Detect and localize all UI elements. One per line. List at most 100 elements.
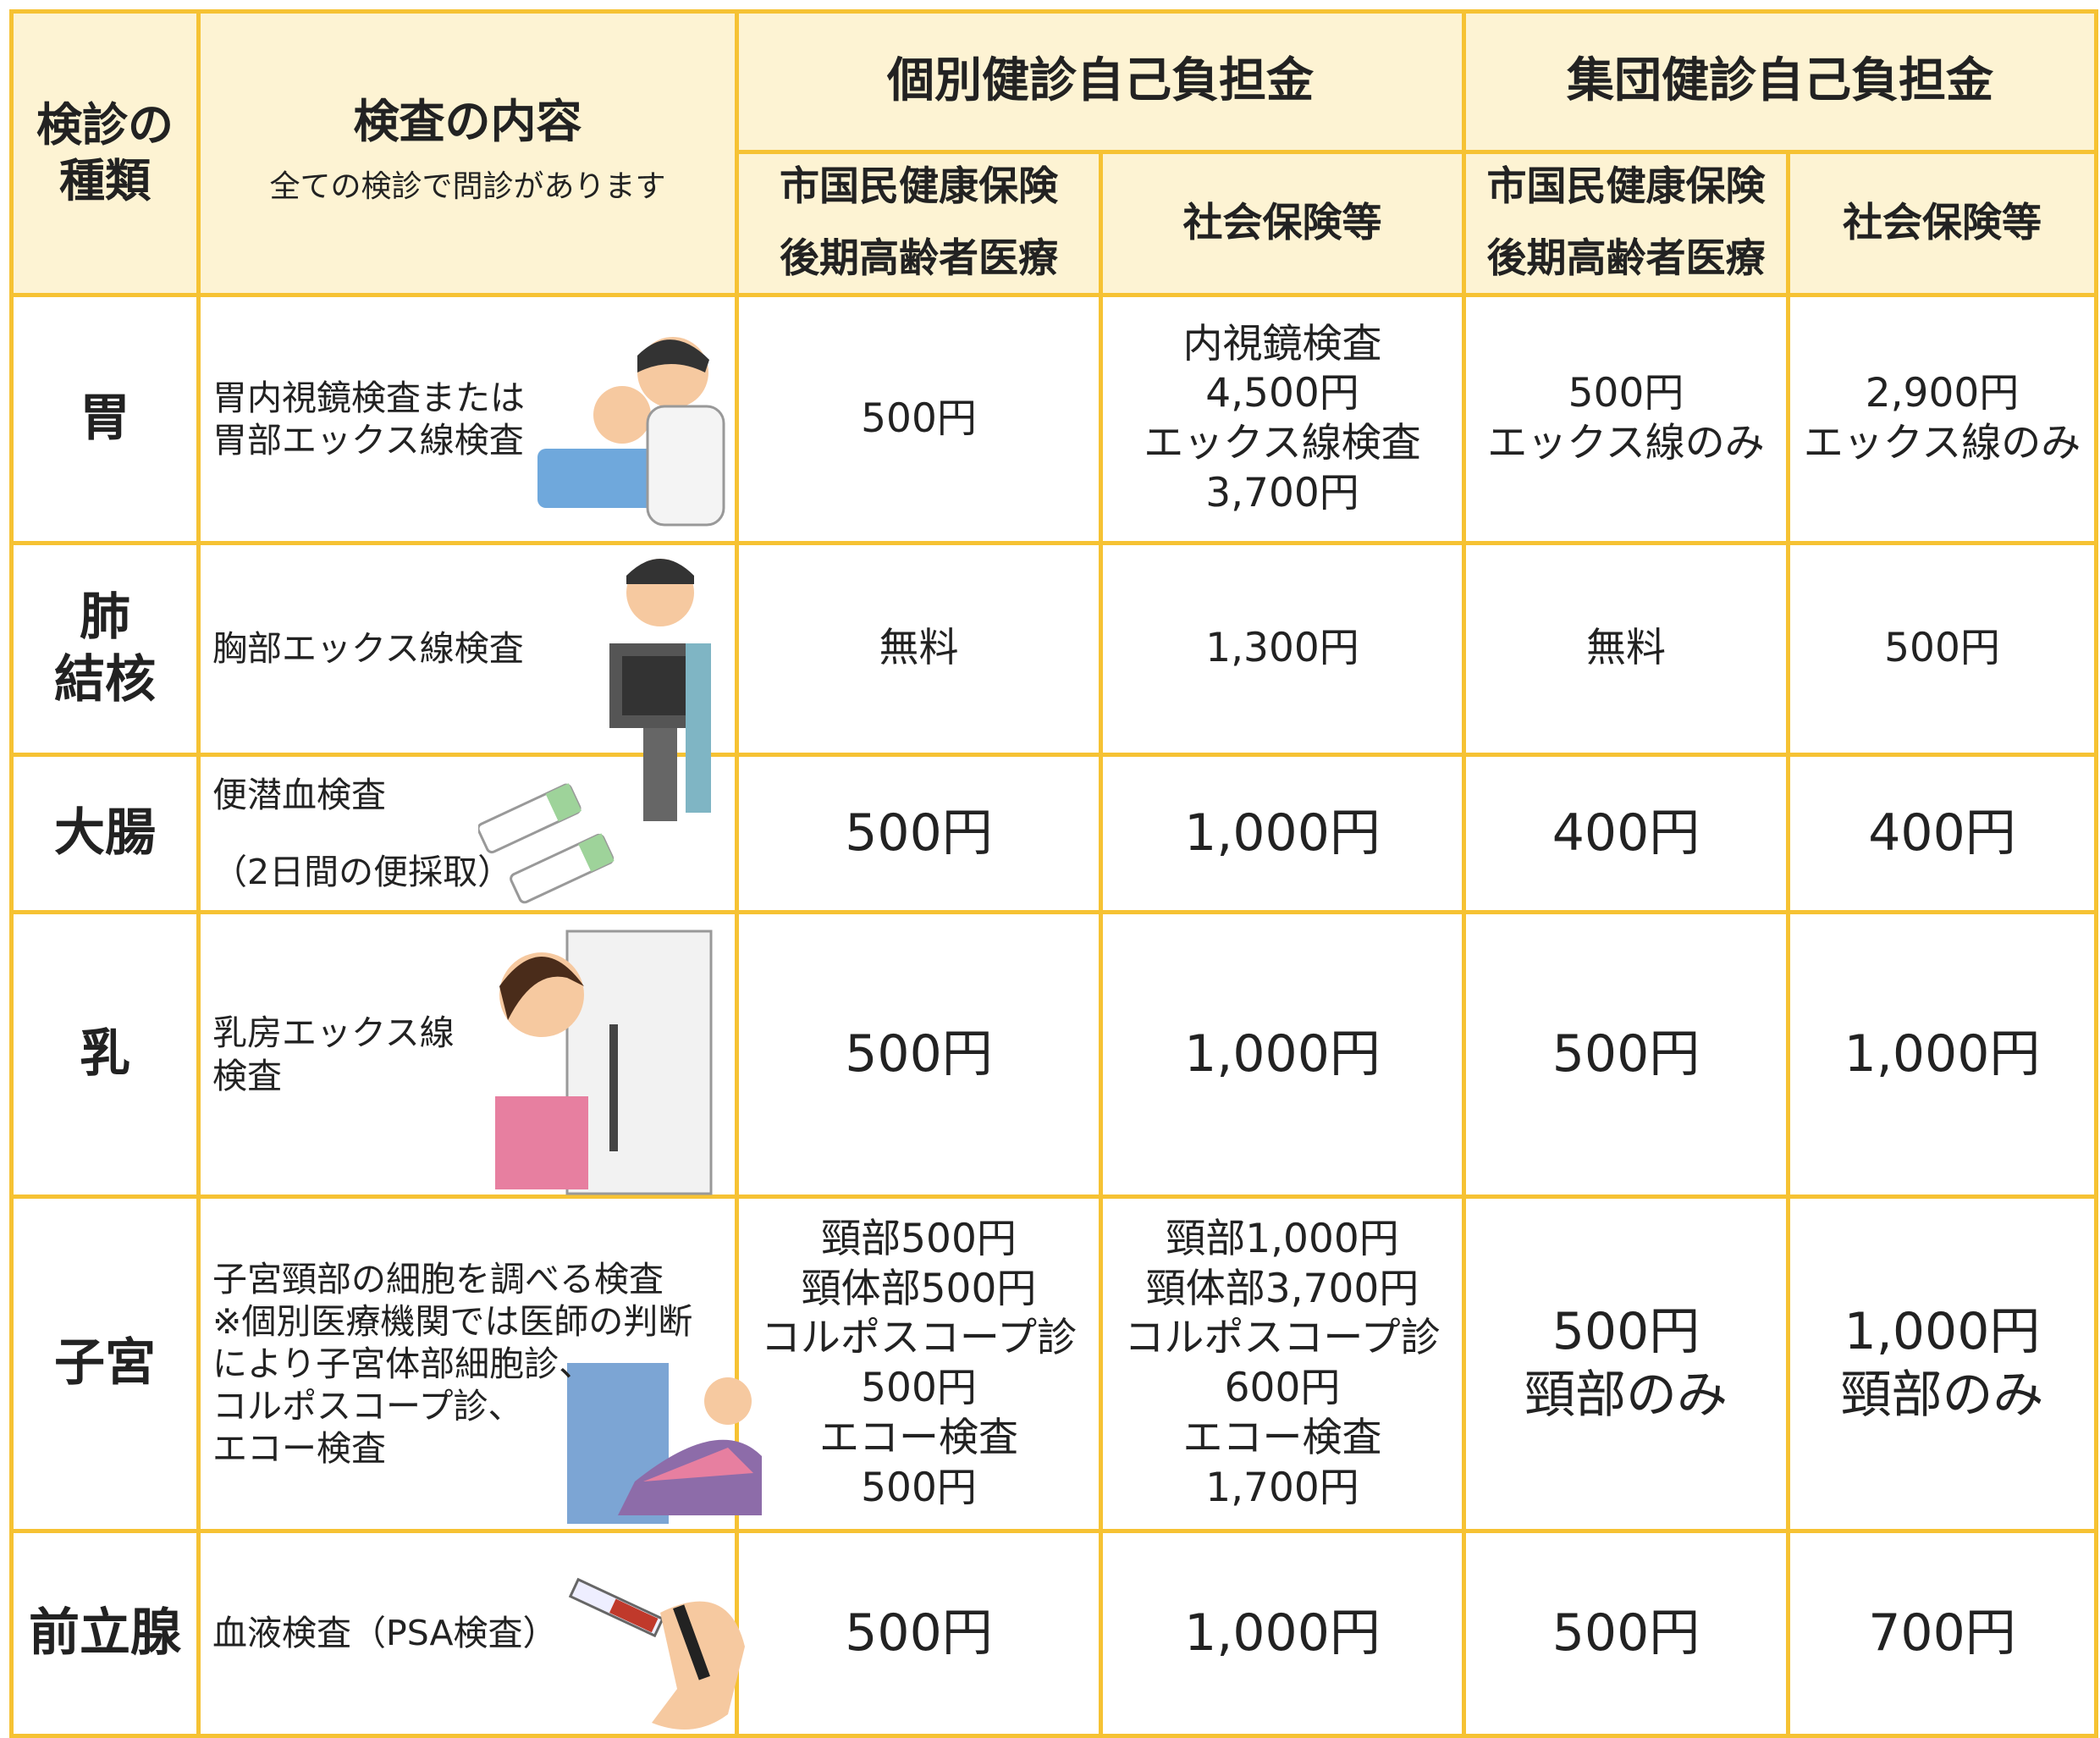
price-text: 600円 — [1224, 1365, 1341, 1411]
content-text: 胃内視鏡検査または — [212, 377, 525, 418]
price-text: 500円 — [861, 394, 977, 442]
blood-test-illustration — [568, 1577, 745, 1730]
header-note: 全ての検診で問診があります — [269, 168, 666, 204]
price-cell: 500円 — [1462, 910, 1790, 1199]
price-text: 500円 — [845, 803, 993, 863]
price-text: 頸部のみ — [1840, 1366, 2044, 1425]
price-text: 500円 — [1884, 625, 2000, 672]
price-cell: 頸部500円 頸体部500円 コルポスコープ診 500円 エコー検査 500円 — [735, 1195, 1103, 1533]
content-text: ※個別医療機関では医師の判断 — [212, 1300, 693, 1342]
price-cell: 1,000円 — [1099, 1529, 1466, 1738]
header-text: 検査の内容 — [353, 95, 582, 148]
price-cell: 500円 エックス線のみ — [1462, 293, 1790, 545]
price-text: 700円 — [1868, 1603, 2016, 1663]
price-cell: 500円 — [735, 293, 1103, 545]
price-text: 3,700円 — [1205, 469, 1359, 516]
sub-header: 社会保険等 — [1786, 150, 2098, 297]
price-text: エックス線のみ — [1803, 420, 2081, 466]
header-text: 集団健診自己負担金 — [1567, 53, 1993, 109]
price-cell: 500円 — [1462, 1529, 1790, 1738]
price-text: 400円 — [1552, 803, 1700, 863]
price-text: エックス線検査 — [1144, 420, 1421, 466]
type-cell: 子宮 — [9, 1195, 201, 1533]
price-text: エックス線のみ — [1487, 420, 1765, 466]
header-text: 種類 — [59, 154, 151, 207]
type-text: 前立腺 — [29, 1603, 181, 1663]
group-header: 個別健診自己負担金 — [735, 9, 1466, 154]
price-cell: 1,000円 — [1099, 910, 1466, 1199]
price-text: コルポスコープ診 — [760, 1315, 1078, 1362]
sub-header: 市国民健康保険 後期高齢者医療 — [735, 150, 1103, 297]
type-text: 肺 — [80, 588, 130, 648]
price-text: 500円 — [1552, 1302, 1700, 1361]
price-cell: 500円 — [735, 753, 1103, 914]
price-text: 1,000円 — [1184, 1603, 1381, 1663]
header-text: 個別健診自己負担金 — [887, 53, 1314, 109]
content-cell: 子宮頸部の細胞を調べる検査 ※個別医療機関では医師の判断 により子宮体部細胞診、 コル… — [196, 1195, 739, 1533]
header-text: 検診の — [36, 98, 174, 152]
price-text: 500円 — [1568, 370, 1684, 417]
content-text: エコー検査 — [212, 1428, 386, 1470]
type-cell: 肺結核 — [9, 541, 201, 757]
type-cell: 胃 — [9, 293, 201, 545]
type-cell: 乳 — [9, 910, 201, 1199]
price-cell: 1,300円 — [1099, 541, 1466, 757]
header-text: 社会保険等 — [1843, 199, 2042, 246]
type-header: 検診の 種類 — [9, 9, 201, 297]
price-text: 500円 — [845, 1024, 993, 1084]
group-header: 集団健診自己負担金 — [1462, 9, 2098, 154]
sample-illustration — [478, 783, 615, 904]
price-text: 無料 — [1586, 625, 1666, 672]
price-text: 500円 — [861, 1365, 977, 1411]
price-cell: 内視鏡検査 4,500円 エックス線検査 3,700円 — [1099, 293, 1466, 545]
header-text: 後期高齢者医療 — [1486, 235, 1766, 282]
price-text: 1,000円 — [1184, 803, 1381, 863]
content-text: 血液検査（PSA検査） — [212, 1613, 558, 1654]
price-text: 頸部のみ — [1524, 1366, 1728, 1425]
price-cell: 1,000円 頸部のみ — [1786, 1195, 2098, 1533]
price-text: 頸体部3,700円 — [1145, 1265, 1419, 1312]
exam-chair-illustration — [567, 1363, 762, 1524]
price-text: コルポスコープ診 — [1124, 1315, 1441, 1362]
type-text: 大腸 — [54, 803, 156, 863]
content-text: コルポスコープ診、 — [212, 1386, 523, 1426]
content-header: 検査の内容全ての検診で問診があります — [196, 9, 739, 297]
header-text: 市国民健康保険 — [780, 163, 1058, 211]
price-text: 1,000円 — [1844, 1302, 2041, 1361]
content-text: 便潜血検査 — [212, 775, 386, 815]
content-text: 乳房エックス線 — [212, 1012, 455, 1054]
type-text: 子宮 — [54, 1333, 156, 1393]
header-text: 後期高齢者医療 — [780, 235, 1058, 282]
content-cell: 胃内視鏡検査または 胃部エックス線検査 — [196, 293, 739, 545]
price-text: エコー検査 — [1182, 1414, 1382, 1461]
price-cell: 500円 — [735, 1529, 1103, 1738]
price-text: 1,000円 — [1844, 1024, 2041, 1084]
type-text: 乳 — [80, 1023, 130, 1084]
content-text: 検査 — [212, 1055, 282, 1096]
content-text: 胃部エックス線検査 — [212, 420, 524, 461]
sub-header: 社会保険等 — [1099, 150, 1466, 297]
price-text: 頸体部500円 — [801, 1265, 1037, 1312]
price-text: 無料 — [879, 625, 959, 672]
price-cell: 500円 — [1786, 541, 2098, 757]
price-text: 頸部1,000円 — [1166, 1215, 1399, 1262]
price-cell: 1,000円 — [1786, 910, 2098, 1199]
price-text: 500円 — [1552, 1024, 1700, 1084]
type-cell: 前立腺 — [9, 1529, 201, 1738]
price-text: 500円 — [1552, 1603, 1700, 1663]
xray-illustration — [609, 559, 711, 821]
content-text: （2日間の便採取） — [212, 851, 513, 892]
price-cell: 頸部1,000円 頸体部3,700円 コルポスコープ診 600円 エコー検査 1,700円 — [1099, 1195, 1466, 1533]
price-text: 頸部500円 — [821, 1215, 1017, 1262]
content-text: 子宮頸部の細胞を調べる検査 — [212, 1258, 664, 1299]
price-text: 500円 — [845, 1603, 993, 1663]
header-text: 社会保険等 — [1182, 199, 1382, 246]
price-cell: 400円 — [1462, 753, 1790, 914]
price-cell: 400円 — [1786, 753, 2098, 914]
price-text: 500円 — [861, 1464, 977, 1511]
price-cell: 700円 — [1786, 1529, 2098, 1738]
price-text: 内視鏡検査 — [1182, 320, 1382, 367]
price-cell: 500円 — [735, 910, 1103, 1199]
price-text: 1,000円 — [1184, 1024, 1381, 1084]
price-text: 4,500円 — [1205, 370, 1359, 417]
